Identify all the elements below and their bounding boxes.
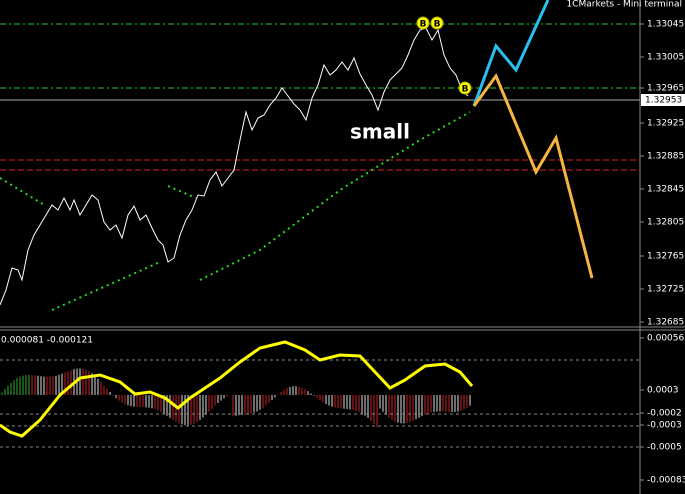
indicator-caption: 0.000081 -0.000121 (1, 336, 93, 346)
indicator-label: 0.0003 (647, 386, 679, 396)
price-label: 1.32965 (647, 84, 684, 94)
price-label: 1.32725 (647, 285, 684, 295)
indicator-label: 0.000563 (647, 334, 685, 344)
signal-line (0, 340, 474, 438)
plot-area (0, 0, 640, 494)
marker-label: B (434, 20, 441, 30)
ma-line (51, 261, 161, 311)
marker (458, 81, 472, 95)
price-label: 1.33045 (647, 20, 684, 30)
current-price: 1.32953 (645, 96, 682, 106)
annotation: small (350, 120, 410, 144)
forecast-up (472, 0, 550, 107)
price-label: 1.32845 (647, 185, 684, 195)
price-label: 1.32925 (647, 119, 684, 129)
indicator-label: -0.00083 (647, 476, 685, 486)
marker (416, 16, 430, 30)
indicator-label: -0.0002 (647, 409, 682, 419)
terminal-title: 1CMarkets - Mini terminal (566, 0, 682, 10)
indicator-label: -0.0005 (647, 443, 682, 453)
price-label: 1.33005 (647, 53, 684, 63)
current-price-box (641, 94, 685, 106)
marker-label: B (420, 20, 427, 30)
ma-line (167, 185, 197, 199)
price-label: 1.32685 (647, 318, 684, 328)
price-label: 1.32885 (647, 152, 684, 162)
indicator-label: -0.0003 (647, 421, 682, 431)
marker (430, 16, 444, 30)
price-label: 1.32765 (647, 252, 684, 262)
forecast-down (472, 72, 594, 279)
price-line (0, 27, 469, 306)
marker-label: B (462, 85, 469, 95)
price-label: 1.32805 (647, 218, 684, 228)
